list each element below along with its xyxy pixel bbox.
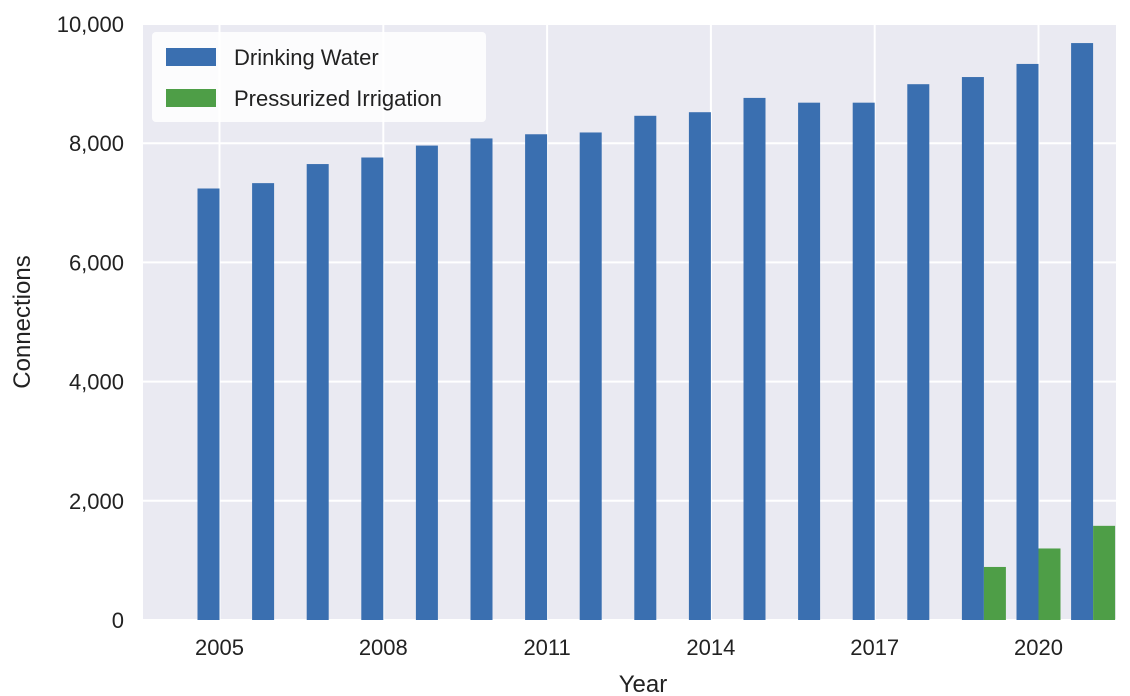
y-axis-title: Connections [9, 255, 36, 388]
bar-drinking-water-2011 [525, 134, 548, 620]
bar-drinking-water-2015 [743, 97, 766, 621]
bar-pressurized-irrigation-2019 [983, 566, 1006, 620]
y-tick-label: 8,000 [69, 131, 124, 156]
legend: Drinking Water Pressurized Irrigation [152, 32, 486, 122]
bar-drinking-water-2013 [634, 115, 657, 620]
x-tick-label: 2005 [195, 635, 244, 660]
bar-drinking-water-2016 [798, 102, 821, 620]
legend-label-drinking-water: Drinking Water [234, 45, 379, 70]
plot-area [143, 24, 1116, 620]
x-tick-label: 2014 [686, 635, 735, 660]
bar-pressurized-irrigation-2020 [1038, 548, 1061, 620]
bar-drinking-water-2010 [470, 138, 493, 620]
bar-drinking-water-2008 [361, 157, 384, 620]
bar-drinking-water-2019 [961, 77, 984, 620]
x-axis-title: Year [619, 671, 668, 696]
bars [197, 43, 1116, 621]
y-tick-labels: 0 2,000 4,000 6,000 8,000 10,000 [57, 12, 124, 633]
x-tick-label: 2008 [359, 635, 408, 660]
y-tick-label: 10,000 [57, 12, 124, 37]
legend-label-pressurized-irrigation: Pressurized Irrigation [234, 86, 442, 111]
bar-drinking-water-2006 [252, 183, 275, 620]
bar-drinking-water-2012 [579, 132, 602, 621]
legend-swatch-pressurized-irrigation [166, 89, 216, 107]
x-tick-label: 2017 [850, 635, 899, 660]
bar-drinking-water-2014 [688, 112, 711, 620]
bar-drinking-water-2020 [1016, 63, 1039, 620]
x-tick-label: 2020 [1014, 635, 1063, 660]
legend-swatch-drinking-water [166, 48, 216, 66]
bar-pressurized-irrigation-2021 [1093, 525, 1116, 620]
x-tick-label: 2011 [523, 635, 570, 660]
bar-drinking-water-2007 [306, 164, 329, 620]
bar-drinking-water-2021 [1071, 43, 1094, 620]
y-tick-label: 0 [112, 608, 124, 633]
x-tick-labels: 2005 2008 2011 2014 2017 2020 [195, 635, 1063, 660]
legend-box [152, 32, 486, 122]
bar-drinking-water-2018 [907, 84, 930, 621]
y-tick-label: 4,000 [69, 370, 124, 395]
y-tick-label: 2,000 [69, 489, 124, 514]
bar-drinking-water-2009 [415, 145, 438, 621]
bar-drinking-water-2017 [852, 102, 875, 620]
bar-drinking-water-2005 [197, 188, 220, 620]
y-tick-label: 6,000 [69, 250, 124, 275]
